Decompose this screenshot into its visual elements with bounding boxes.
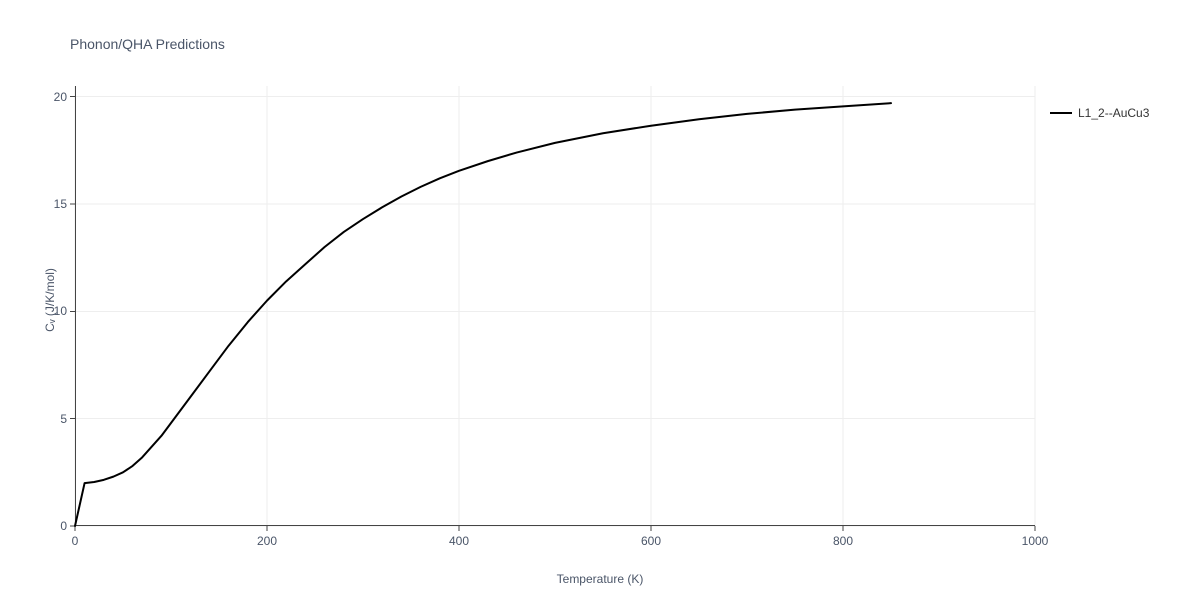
y-tick-label: 10: [54, 304, 67, 318]
x-tick-label: 0: [72, 534, 79, 548]
x-tick-label: 200: [257, 534, 277, 548]
legend-swatch: [1050, 112, 1072, 114]
plot-svg: [75, 86, 1035, 526]
chart-title: Phonon/QHA Predictions: [70, 36, 225, 52]
x-tick-label: 1000: [1022, 534, 1049, 548]
x-axis-label: Temperature (K): [0, 572, 1200, 586]
legend: L1_2--AuCu3: [1050, 106, 1149, 120]
x-tick-label: 400: [449, 534, 469, 548]
legend-label: L1_2--AuCu3: [1078, 106, 1149, 120]
chart-container: Phonon/QHA Predictions Cᵥ (J/K/mol) Temp…: [0, 0, 1200, 600]
x-tick-label: 800: [833, 534, 853, 548]
plot-area[interactable]: 0200400600800100005101520: [75, 86, 1035, 526]
y-tick-label: 0: [60, 519, 67, 533]
y-axis-label: Cᵥ (J/K/mol): [43, 268, 57, 332]
y-tick-label: 15: [54, 197, 67, 211]
y-tick-label: 5: [60, 412, 67, 426]
y-tick-label: 20: [54, 90, 67, 104]
x-tick-label: 600: [641, 534, 661, 548]
